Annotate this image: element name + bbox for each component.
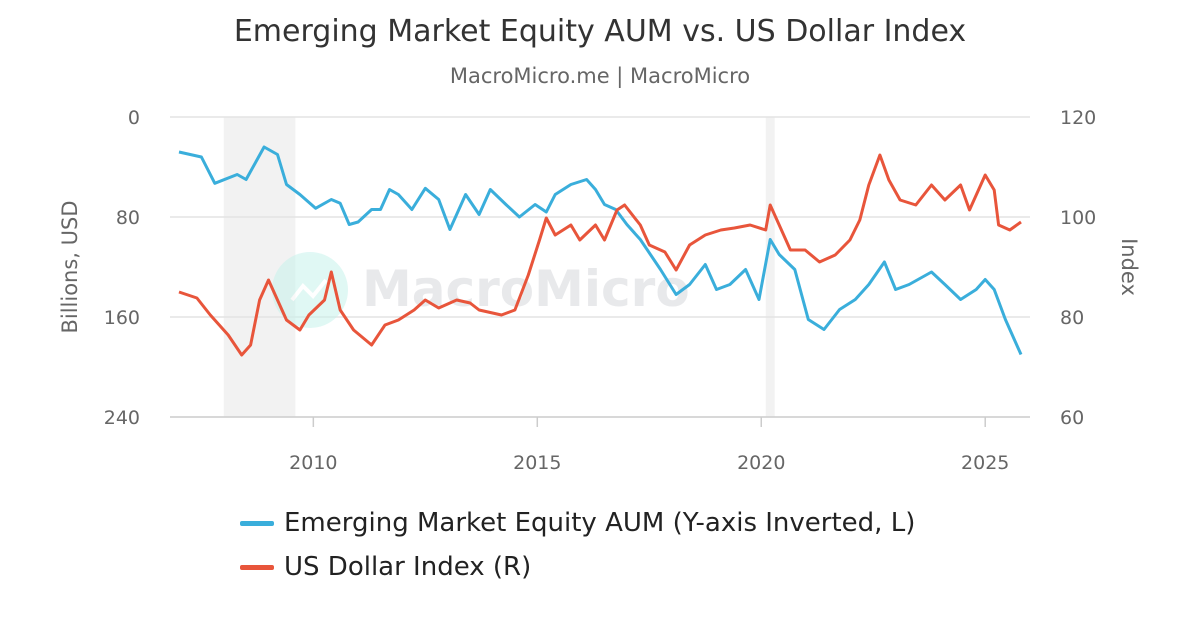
y-right-tick-label: 60 <box>1060 407 1084 429</box>
y-left-axis-title: Billions, USD <box>58 200 82 333</box>
chart-title: Emerging Market Equity AUM vs. US Dollar… <box>233 14 967 49</box>
watermark-text: MacroMicro <box>362 260 690 318</box>
y-right-tick-label: 120 <box>1060 107 1096 129</box>
x-tick-label: 2020 <box>737 452 785 474</box>
legend-item-dxy[interactable]: US Dollar Index (R) <box>240 552 531 582</box>
y-left-tick-label: 0 <box>128 107 140 129</box>
y-left-tick-label: 240 <box>104 407 140 429</box>
legend-swatch-dxy <box>240 564 274 570</box>
x-tick-label: 2025 <box>961 452 1009 474</box>
x-tick-label: 2010 <box>289 452 337 474</box>
y-left-tick-label: 160 <box>104 307 140 329</box>
legend-item-aum[interactable]: Emerging Market Equity AUM (Y-axis Inver… <box>240 508 915 538</box>
series-line-dxy[interactable] <box>178 153 1022 357</box>
chart-subtitle: MacroMicro.me | MacroMicro <box>449 64 751 88</box>
legend-swatch-aum <box>240 520 274 526</box>
legend-label-aum: Emerging Market Equity AUM (Y-axis Inver… <box>284 508 916 538</box>
x-tick-label: 2015 <box>513 452 561 474</box>
legend-label-dxy: US Dollar Index (R) <box>284 552 532 582</box>
y-right-tick-label: 100 <box>1060 207 1096 229</box>
recession-band <box>765 117 775 417</box>
series-line-aum[interactable] <box>178 145 1023 356</box>
y-right-axis-title: Index <box>1117 238 1141 296</box>
y-right-tick-label: 80 <box>1060 307 1084 329</box>
y-left-tick-label: 80 <box>116 207 140 229</box>
watermark-trend-icon <box>290 278 328 302</box>
watermark-logo-icon <box>272 252 348 328</box>
